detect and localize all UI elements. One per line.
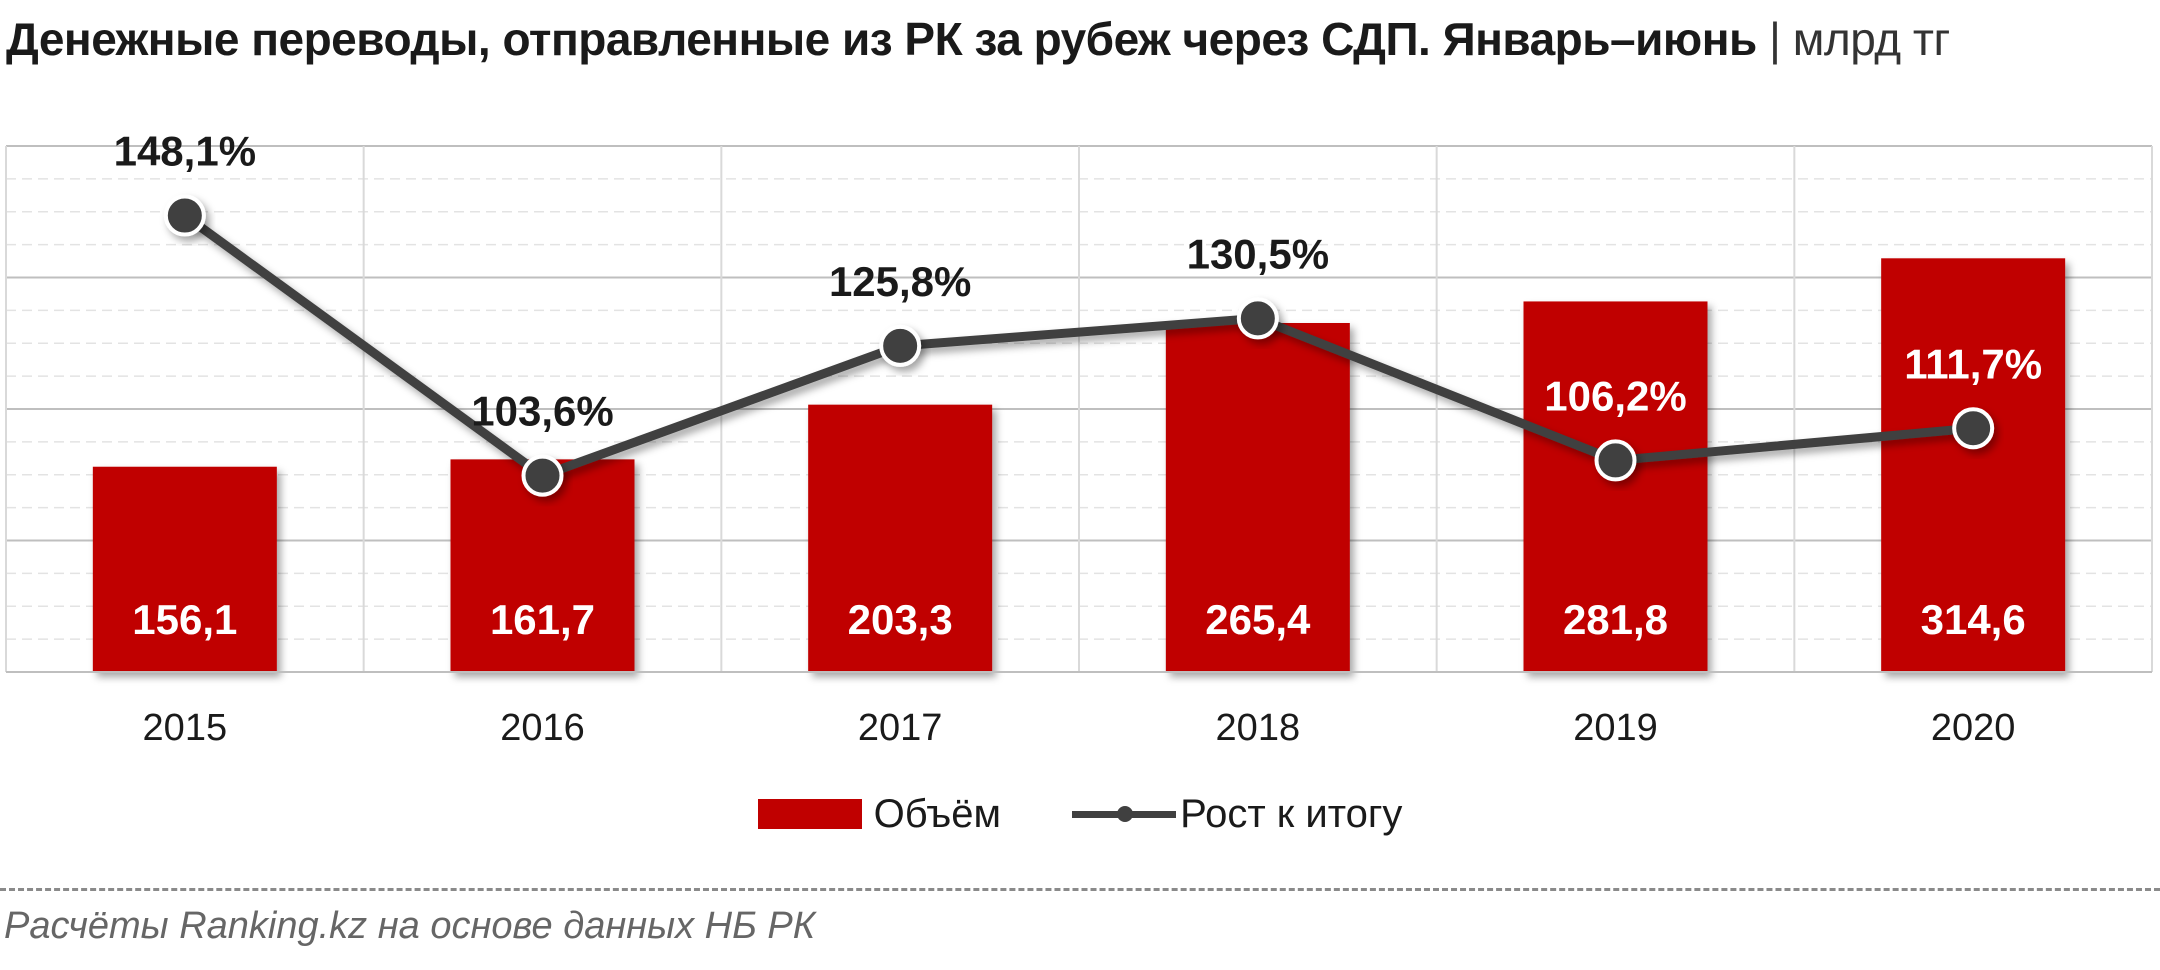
bar <box>1523 301 1708 672</box>
x-tick-label: 2018 <box>1216 707 1301 749</box>
bar-value-label: 265,4 <box>1205 596 1311 643</box>
bar-value-label: 203,3 <box>848 596 953 643</box>
x-tick-label: 2016 <box>500 707 585 749</box>
unit-label: | млрд тг <box>1769 13 1950 65</box>
legend-swatch-line <box>1072 799 1177 829</box>
source-note: Расчёты Ranking.kz на основе данных НБ Р… <box>4 905 816 947</box>
bar-value-label: 156,1 <box>132 596 237 643</box>
legend-item-growth: Рост к итогу <box>1072 792 1402 837</box>
chart-canvas: 156,1 161,7 203,3 265,4 281,8 314,6 2015 2016 20… <box>5 128 2153 749</box>
growth-point <box>163 194 206 237</box>
legend-label-volume: Объём <box>873 791 1002 836</box>
growth-value-label: 125,8% <box>829 258 971 305</box>
growth-point <box>879 324 922 367</box>
legend-item-volume: Объём <box>757 791 1002 837</box>
growth-value-label: 148,1% <box>114 128 256 175</box>
growth-value-label: 111,7% <box>1904 340 2042 387</box>
chart-title: Денежные переводы, отправленные из РК за… <box>6 12 1950 66</box>
legend-label-growth: Рост к итогу <box>1180 791 1403 836</box>
legend: Объём Рост к итогу <box>0 790 2160 837</box>
title-text: Денежные переводы, отправленные из РК за… <box>6 13 1757 65</box>
growth-value-label: 103,6% <box>471 388 613 435</box>
legend-swatch-bar <box>757 799 862 830</box>
growth-point <box>1236 297 1279 340</box>
bar <box>1881 258 2066 672</box>
growth-value-label: 130,5% <box>1187 230 1329 277</box>
bar <box>1165 322 1350 672</box>
growth-point <box>1952 407 1995 450</box>
bar <box>92 466 277 672</box>
bar <box>808 404 993 672</box>
growth-value-label: 106,2% <box>1544 372 1686 419</box>
source-divider <box>0 888 2160 891</box>
bar-value-label: 281,8 <box>1563 596 1668 643</box>
x-tick-label: 2017 <box>858 707 943 749</box>
x-tick-label: 2020 <box>1931 707 2016 749</box>
bar-value-label: 161,7 <box>490 596 595 643</box>
growth-point <box>1594 439 1637 482</box>
bar-value-label: 314,6 <box>1921 596 2026 643</box>
x-tick-label: 2019 <box>1573 707 1658 749</box>
x-tick-label: 2015 <box>143 707 228 749</box>
growth-point <box>521 454 564 497</box>
growth-line <box>182 211 1974 481</box>
